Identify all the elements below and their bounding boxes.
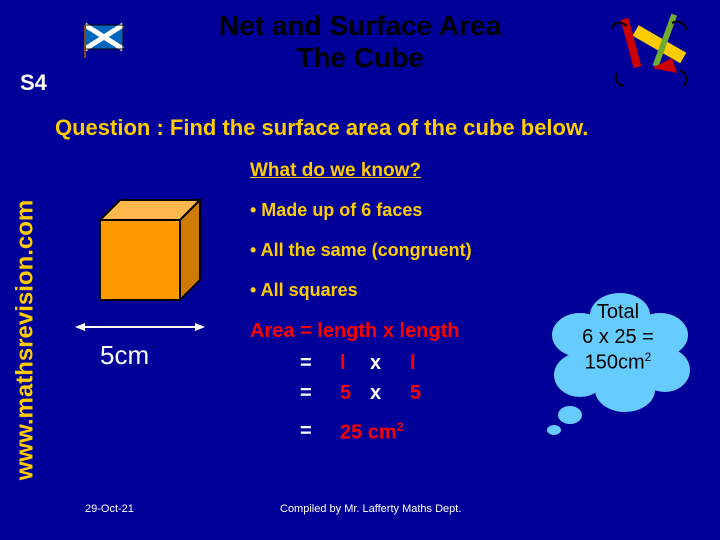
question-text: Question : Find the surface area of the … (55, 115, 588, 141)
cloud-exp: 2 (645, 350, 652, 364)
bullet-congruent: • All the same (congruent) (250, 240, 472, 261)
calc-eq-1: = (300, 352, 312, 375)
calc-times-1: x (370, 352, 381, 375)
calc-result-value: 25 cm (340, 422, 397, 444)
cube-dimension-label: 5cm (100, 340, 149, 371)
cloud-total-text: Total 6 x 25 = 150cm2 (558, 300, 678, 376)
cloud-line-2: 6 x 25 = (582, 326, 654, 348)
calc-l-1: l (340, 352, 346, 375)
compiled-by: Compiled by Mr. Lafferty Maths Dept. (280, 503, 461, 515)
cube-illustration (80, 180, 220, 320)
calc-times-2: x (370, 382, 381, 405)
calc-eq-2: = (300, 382, 312, 405)
cloud-line-1: Total (597, 301, 639, 323)
what-know-heading: What do we know? (250, 160, 421, 182)
level-label: S4 (20, 70, 47, 96)
drawing-tools-icon (602, 8, 702, 98)
sidebar-url-text: www.mathsrevision.com (12, 200, 40, 481)
calc-l-2: l (410, 352, 416, 375)
title-line-1: Net and Surface Area (160, 10, 560, 42)
calc-result-exp: 2 (397, 420, 404, 434)
bullet-squares: • All squares (250, 280, 358, 301)
calc-result: 25 cm2 (340, 420, 403, 445)
bullet-faces: • Made up of 6 faces (250, 200, 422, 221)
scotland-flag-icon (80, 20, 130, 60)
dimension-arrow (75, 320, 205, 332)
slide-title: Net and Surface Area The Cube (160, 10, 560, 74)
area-formula: Area = length x length (250, 320, 459, 343)
slide-date: 29-Oct-21 (85, 503, 134, 515)
calc-5-1: 5 (340, 382, 351, 405)
title-line-2: The Cube (160, 42, 560, 74)
calc-5-2: 5 (410, 382, 421, 405)
sidebar-url: www.mathsrevision.com (8, 160, 43, 520)
cloud-line-3: 150cm (585, 352, 645, 374)
calc-eq-3: = (300, 420, 312, 443)
